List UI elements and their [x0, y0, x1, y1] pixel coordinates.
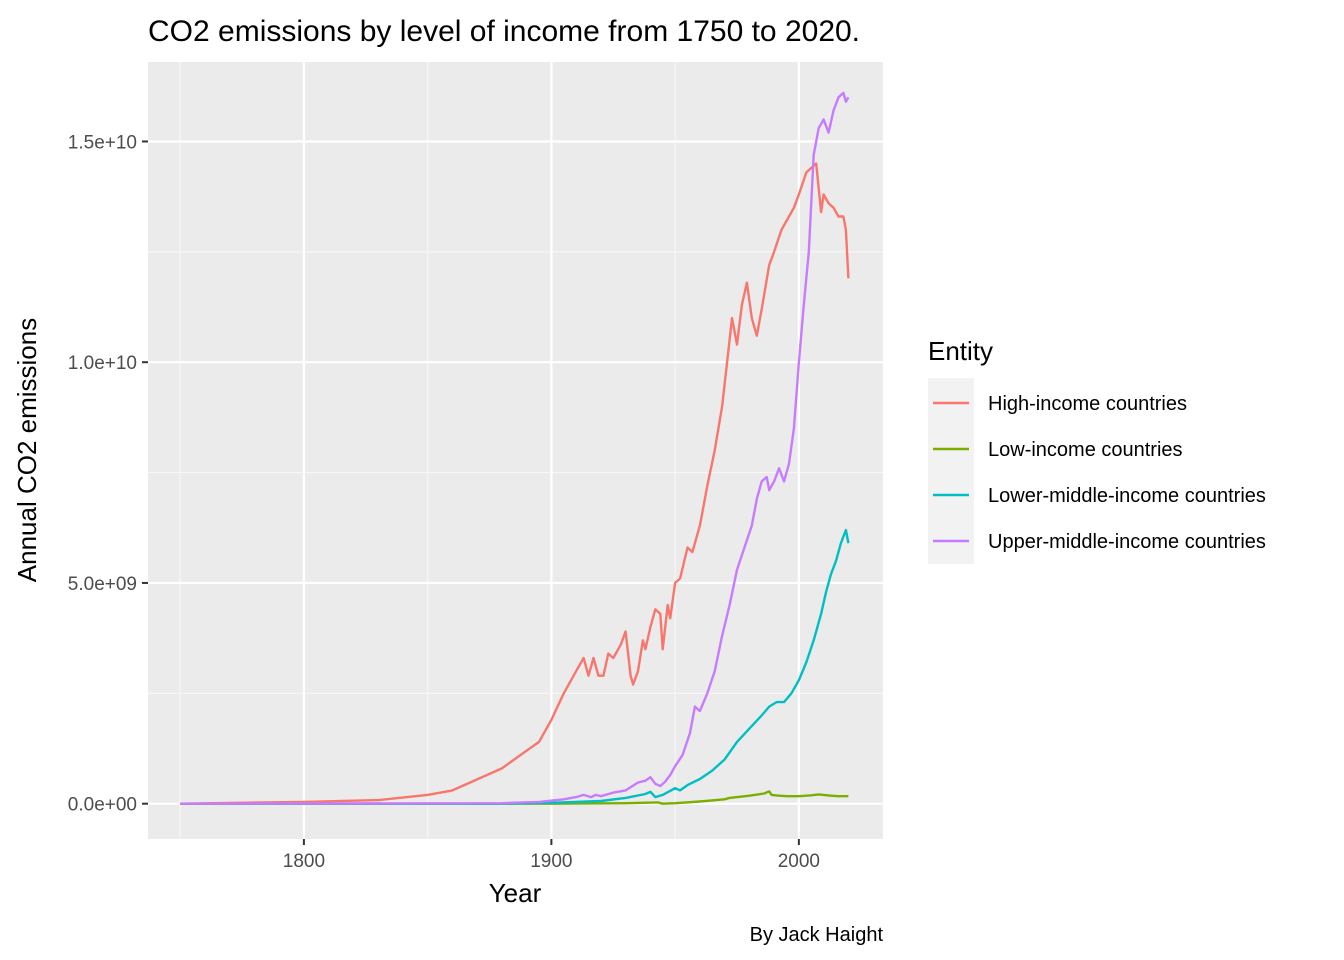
x-axis: 1800 1900 2000 [283, 839, 820, 872]
y-tick-label: 5.0e+09 [68, 574, 137, 595]
y-tick-label: 1.5e+10 [68, 132, 137, 153]
caption: By Jack Haight [750, 924, 884, 946]
legend-label: Low-income countries [988, 439, 1183, 461]
grid-minor [148, 62, 883, 839]
grid-major [148, 62, 883, 839]
legend-label: Lower-middle-income countries [988, 485, 1266, 507]
series-line-upper-middle-income-countries [180, 91, 850, 805]
y-tick-label: 1.0e+10 [68, 353, 137, 374]
y-axis-title: Annual CO2 emissions [12, 318, 42, 582]
legend: Entity High-income countries Low-income c… [928, 336, 1266, 564]
chart-title: CO2 emissions by level of income from 17… [148, 15, 860, 48]
series-line-high-income-countries [180, 162, 850, 805]
x-tick-label: 2000 [778, 851, 820, 872]
y-tick-label: 0.0e+00 [68, 795, 137, 816]
series-line-lower-middle-income-countries [180, 528, 850, 805]
legend-title: Entity [928, 336, 993, 366]
x-tick-label: 1800 [283, 851, 325, 872]
series-line-low-income-countries [180, 790, 849, 805]
series-lines [180, 91, 850, 805]
legend-label: High-income countries [988, 393, 1187, 415]
x-tick-label: 1900 [530, 851, 572, 872]
legend-items: High-income countries Low-income countrie… [933, 393, 1266, 553]
x-axis-title: Year [489, 878, 542, 908]
legend-label: Upper-middle-income countries [988, 531, 1266, 553]
legend-key-background [928, 378, 974, 564]
plot-panel [148, 62, 883, 839]
y-axis: 0.0e+00 5.0e+09 1.0e+10 1.5e+10 [68, 132, 148, 816]
